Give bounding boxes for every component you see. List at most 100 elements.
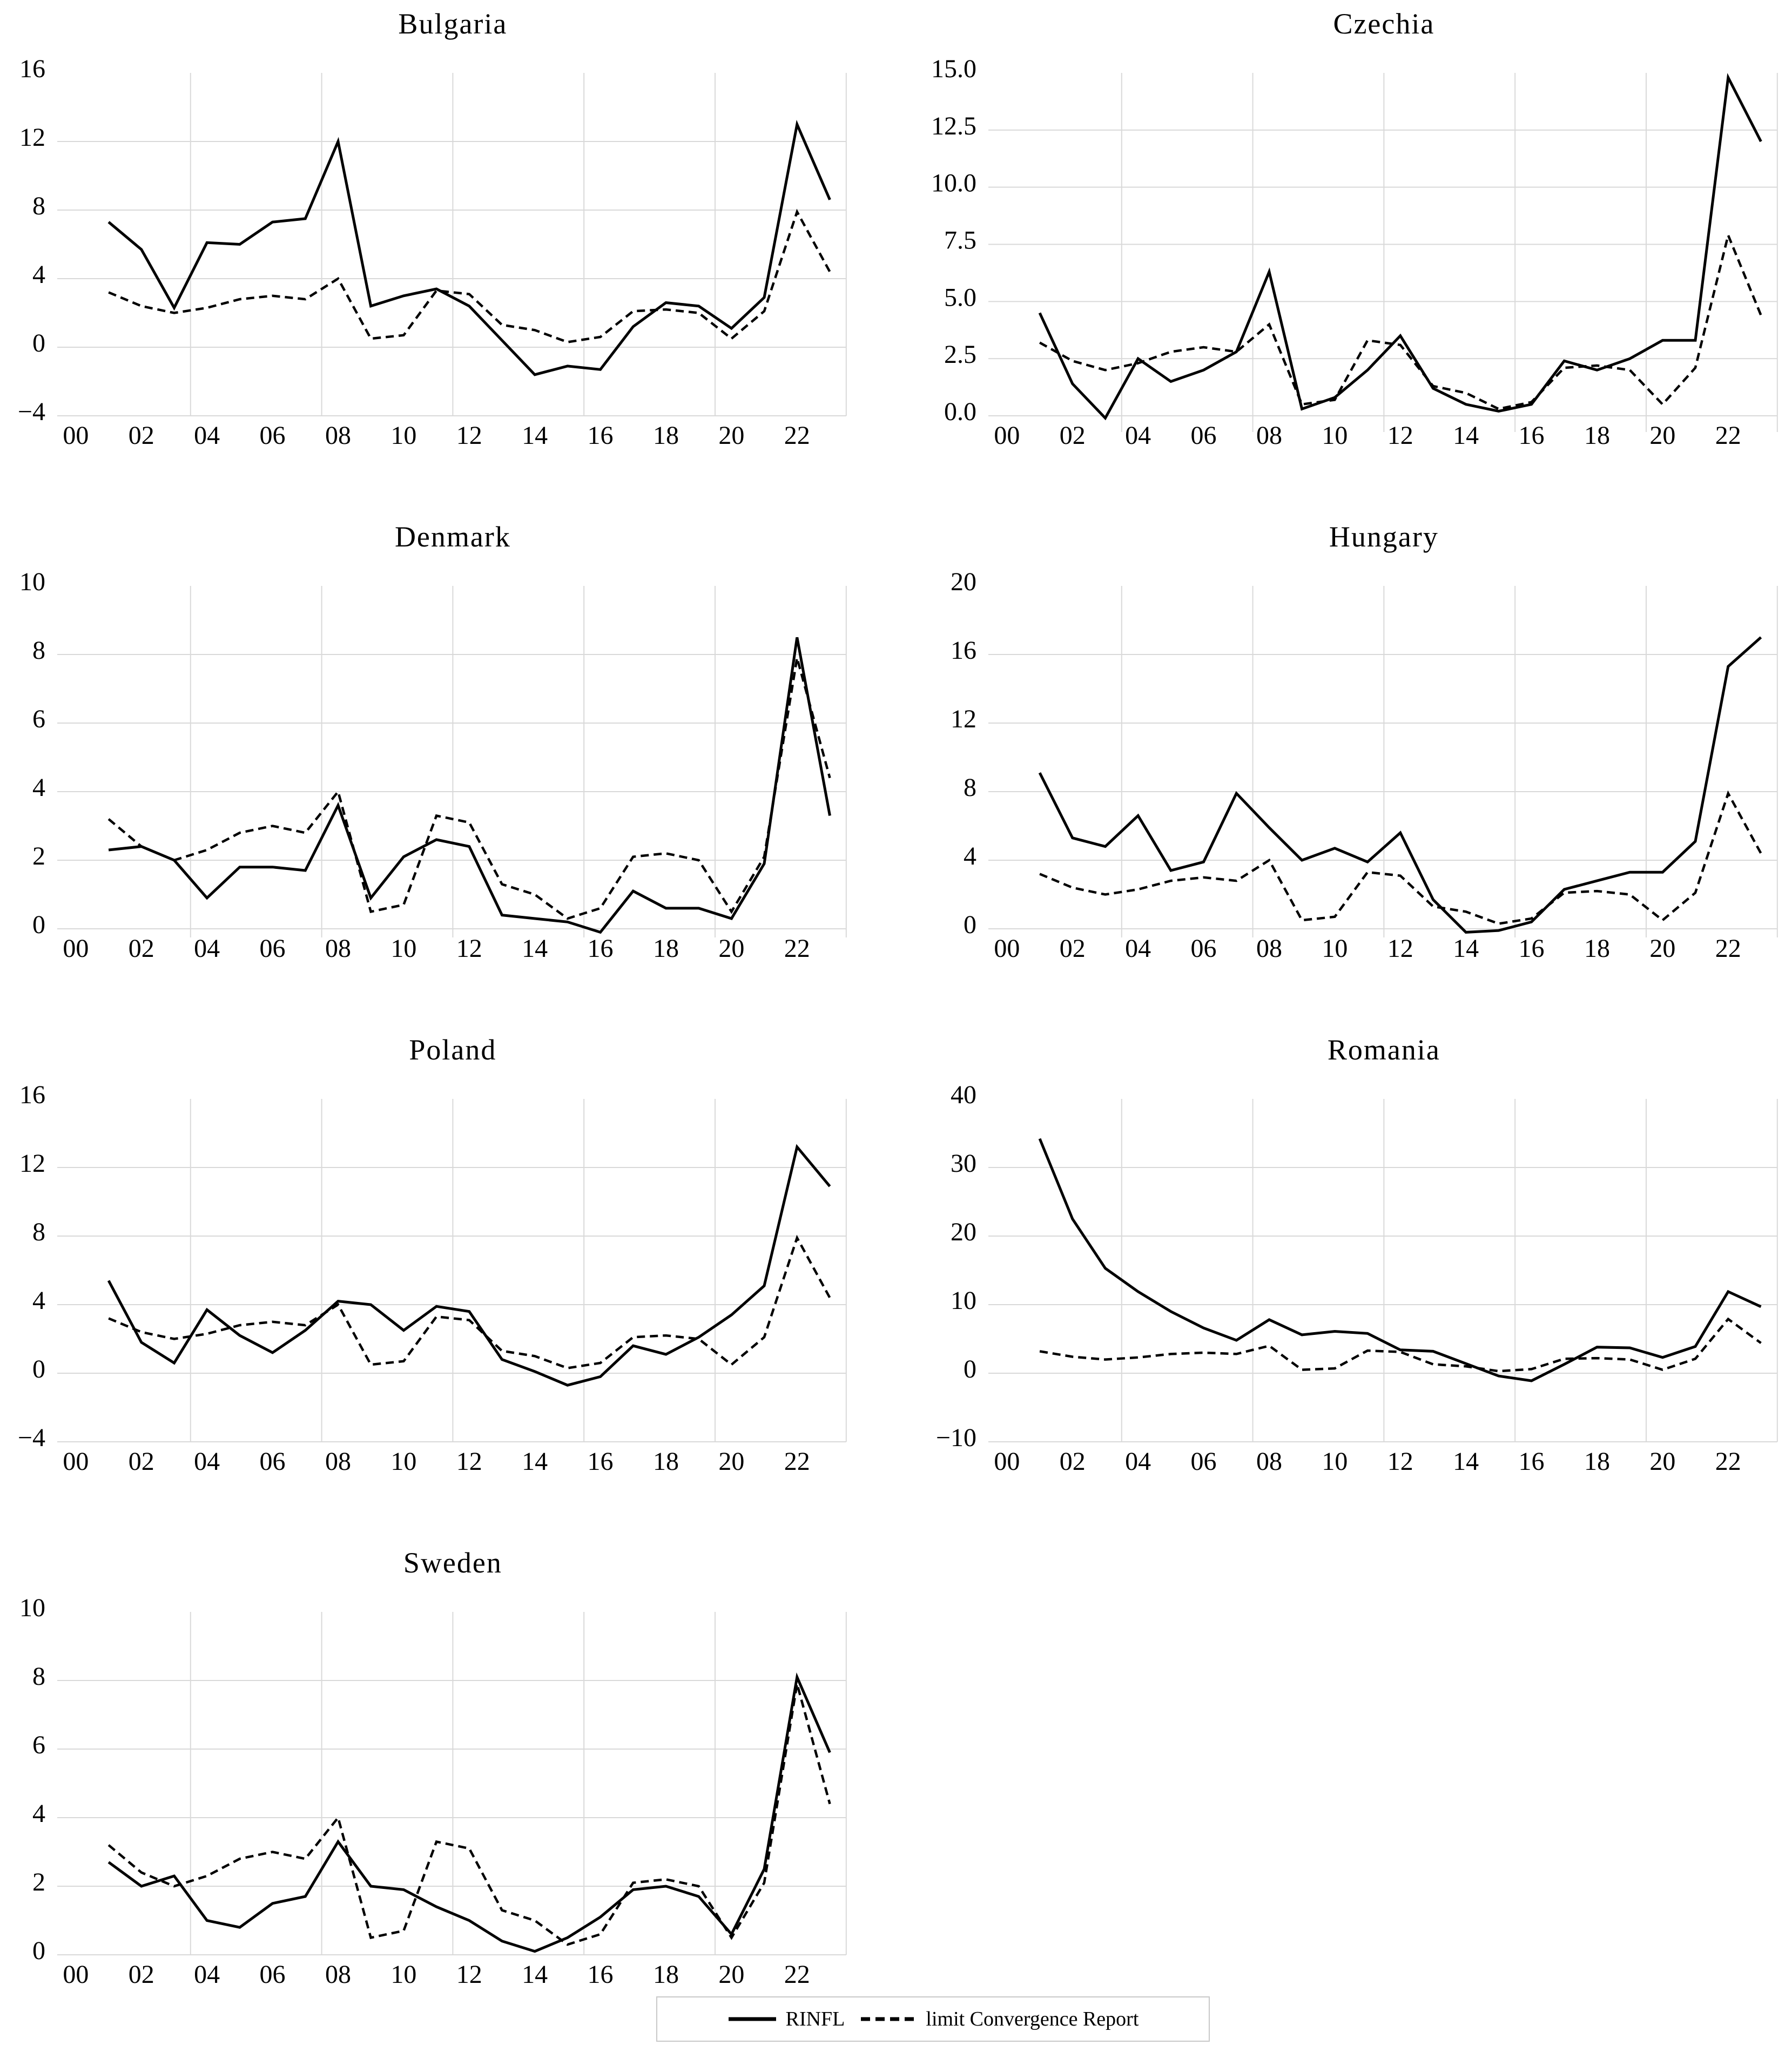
x-tick-label: 04 (194, 1960, 220, 1989)
y-tick-label: 4 (964, 842, 976, 870)
rinfl-line-swatch (728, 2017, 776, 2021)
x-tick-label: 18 (653, 421, 679, 450)
y-tick-label: −4 (18, 397, 45, 426)
x-tick-label: 18 (653, 1960, 679, 1989)
y-tick-label: 12 (19, 123, 45, 152)
y-tick-label: 0.0 (944, 397, 976, 426)
x-tick-label: 06 (260, 1960, 286, 1989)
x-tick-label: 10 (390, 1447, 416, 1476)
x-tick-label: 08 (325, 934, 351, 963)
chart-denmark: Denmark 10 8 6 4 2 0 00 02 04 06 08 10 12 14 16 18 20 22 (0, 513, 896, 1026)
x-tick-label: 22 (1715, 1447, 1741, 1476)
x-tick-label: 12 (456, 421, 482, 450)
x-tick-label: 16 (1519, 1447, 1545, 1476)
y-tick-label: 0 (964, 1355, 976, 1383)
y-tick-label: 10 (951, 1286, 976, 1315)
y-tick-label: 0 (32, 329, 45, 357)
x-axis-labels: 00 02 04 06 08 10 12 14 16 18 20 22 (63, 934, 810, 963)
x-tick-label: 04 (194, 421, 220, 450)
chart-title: Denmark (395, 521, 511, 553)
gridlines (988, 1099, 1778, 1442)
x-tick-label: 08 (325, 1447, 351, 1476)
x-tick-label: 00 (63, 1447, 89, 1476)
y-tick-label: 4 (32, 773, 45, 802)
x-tick-label: 16 (588, 421, 614, 450)
gridlines (988, 586, 1778, 937)
gridlines (57, 586, 847, 937)
x-tick-label: 20 (1649, 934, 1675, 963)
x-tick-label: 18 (653, 934, 679, 963)
y-axis-labels: 15.0 12.5 10.0 7.5 5.0 2.5 0.0 (931, 55, 976, 426)
y-tick-label: 12 (951, 705, 976, 733)
y-tick-label: 2.5 (944, 340, 976, 369)
x-tick-label: 18 (1584, 421, 1610, 450)
y-tick-label: 4 (32, 260, 45, 289)
chart-title: Romania (1328, 1034, 1440, 1066)
chart-title: Sweden (403, 1547, 502, 1579)
x-tick-label: 02 (1060, 421, 1086, 450)
y-tick-label: 0 (964, 910, 976, 939)
chart-poland: Poland 16 12 8 4 0 −4 00 02 04 06 08 10 12 14 16 18 20 22 (0, 1026, 896, 1539)
x-tick-label: 14 (522, 421, 548, 450)
x-tick-label: 10 (390, 934, 416, 963)
y-axis-labels: 10 8 6 4 2 0 (19, 568, 45, 939)
limit-convergence-report-line (108, 208, 831, 343)
x-tick-label: 12 (456, 934, 482, 963)
x-tick-label: 02 (1060, 1447, 1086, 1476)
y-tick-label: 2 (32, 842, 45, 870)
x-tick-label: 20 (718, 1960, 744, 1989)
x-tick-label: 18 (1584, 1447, 1610, 1476)
limit-convergence-report-line (1039, 1317, 1762, 1373)
x-axis-labels: 00 02 04 06 08 10 12 14 16 18 20 22 (63, 421, 810, 450)
x-tick-label: 02 (129, 934, 154, 963)
y-tick-label: 0 (32, 910, 45, 939)
y-tick-label: 20 (951, 1218, 976, 1246)
gridlines (988, 73, 1778, 432)
x-tick-label: 12 (456, 1960, 482, 1989)
x-axis-labels: 00 02 04 06 08 10 12 14 16 18 20 22 (63, 1447, 810, 1476)
chart-title: Poland (409, 1034, 496, 1066)
x-tick-label: 04 (1125, 1447, 1151, 1476)
y-tick-label: 0 (32, 1936, 45, 1965)
y-tick-label: 2 (32, 1868, 45, 1896)
x-tick-label: 06 (1191, 421, 1217, 450)
bulgaria-plot: Bulgaria 16 12 8 4 0 −4 00 02 04 06 08 10 12 14 16 18 20 2… (18, 8, 847, 450)
x-tick-label: 00 (994, 1447, 1020, 1476)
x-tick-label: 12 (1387, 421, 1413, 450)
x-tick-label: 16 (588, 934, 614, 963)
chart-romania: Romania 40 30 20 10 0 −10 00 02 04 06 08 10 12 14 16 18 2… (896, 1026, 1792, 1539)
x-tick-label: 00 (63, 421, 89, 450)
chart-hungary: Hungary 20 16 12 8 4 0 00 02 04 06 08 10 12 14 16 18 20 22 (896, 513, 1792, 1026)
rinfl-line (1038, 636, 1762, 934)
y-tick-label: 12.5 (931, 112, 976, 140)
y-tick-label: 8 (32, 636, 45, 665)
x-tick-label: 02 (129, 1960, 154, 1989)
x-tick-label: 16 (1519, 934, 1545, 963)
y-tick-label: 4 (32, 1799, 45, 1828)
y-tick-label: 10 (19, 1594, 45, 1622)
x-tick-label: 06 (1191, 1447, 1217, 1476)
x-tick-label: 14 (522, 934, 548, 963)
chart-bulgaria: Bulgaria 16 12 8 4 0 −4 00 02 04 06 08 10 12 14 16 18 20 2… (0, 0, 896, 513)
x-tick-label: 08 (325, 1960, 351, 1989)
y-tick-label: 6 (32, 705, 45, 733)
y-tick-label: 8 (32, 1662, 45, 1691)
x-tick-label: 18 (653, 1447, 679, 1476)
chart-title: Czechia (1333, 8, 1434, 40)
x-tick-label: 04 (1125, 934, 1151, 963)
x-tick-label: 20 (718, 934, 744, 963)
x-tick-label: 08 (1256, 421, 1282, 450)
x-tick-label: 22 (784, 421, 810, 450)
x-tick-label: 14 (1453, 421, 1479, 450)
x-tick-label: 04 (194, 1447, 220, 1476)
x-tick-label: 10 (1322, 1447, 1348, 1476)
rinfl-line (107, 1144, 831, 1387)
y-axis-labels: 16 12 8 4 0 −4 (18, 1081, 45, 1452)
y-tick-label: 16 (19, 55, 45, 83)
legend: RINFL limit Convergence Report (656, 1996, 1210, 2042)
x-tick-label: 06 (1191, 934, 1217, 963)
x-tick-label: 22 (1715, 934, 1741, 963)
